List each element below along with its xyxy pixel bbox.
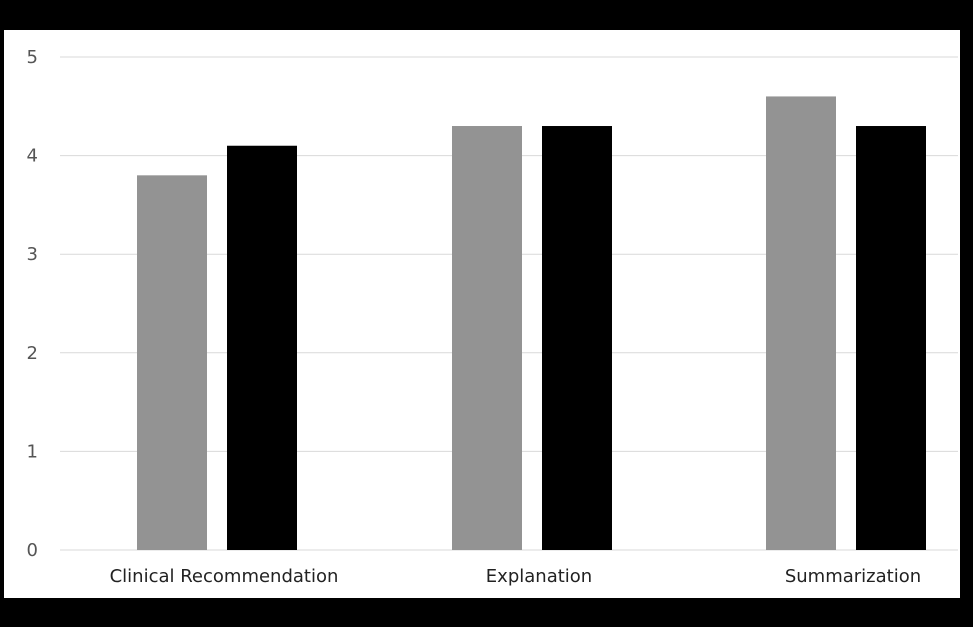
bar bbox=[452, 126, 522, 551]
bar bbox=[542, 126, 612, 551]
x-axis-labels: Clinical Recommendation Explanation Summar… bbox=[110, 566, 922, 587]
bar bbox=[766, 96, 836, 550]
x-category-label: Explanation bbox=[486, 566, 592, 587]
y-tick-label: 3 bbox=[27, 244, 38, 265]
bar bbox=[137, 175, 207, 550]
x-category-label: Summarization bbox=[785, 566, 921, 587]
bar bbox=[856, 126, 926, 551]
bars bbox=[137, 96, 926, 551]
x-category-label: Clinical Recommendation bbox=[110, 566, 339, 587]
y-axis-ticks: 0 1 2 3 4 5 bbox=[27, 47, 38, 561]
y-tick-label: 1 bbox=[27, 441, 38, 462]
y-tick-label: 0 bbox=[27, 540, 38, 561]
bar bbox=[227, 145, 297, 551]
y-tick-label: 2 bbox=[27, 343, 38, 364]
y-tick-label: 4 bbox=[27, 146, 38, 167]
y-tick-label: 5 bbox=[27, 47, 38, 68]
